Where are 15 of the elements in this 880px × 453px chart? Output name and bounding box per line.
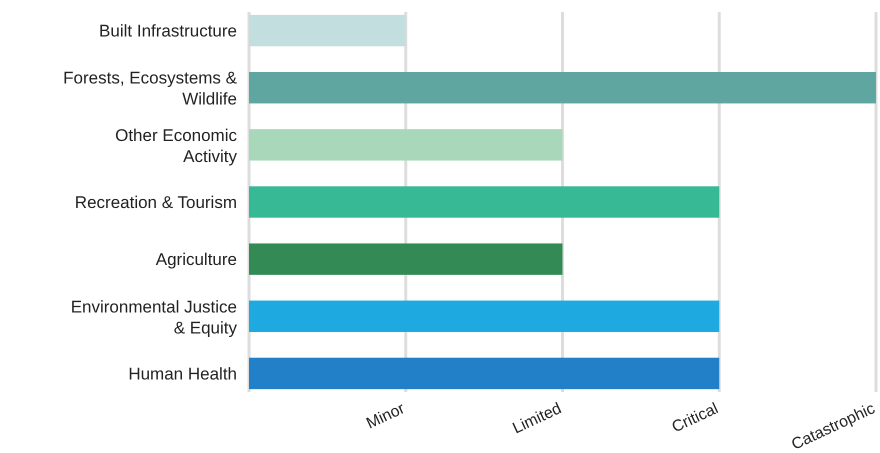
bar (249, 129, 562, 161)
y-tick-label: Built Infrastructure (99, 21, 237, 40)
y-tick-label: Forests, Ecosystems & Wildlife (63, 68, 238, 108)
y-tick-label: Environmental Justice & Equity (70, 296, 238, 337)
bar (249, 358, 720, 390)
bar (249, 186, 720, 218)
bar (249, 300, 720, 332)
y-tick-label: Human Health (128, 364, 237, 383)
bar (249, 243, 562, 275)
bar (249, 14, 406, 46)
y-tick-label: Agriculture (156, 250, 237, 269)
y-tick-label: Other Economic Activity (115, 125, 238, 166)
text: Minor (364, 400, 408, 433)
bar (249, 72, 876, 104)
y-tick-label: Recreation & Tourism (74, 192, 237, 212)
